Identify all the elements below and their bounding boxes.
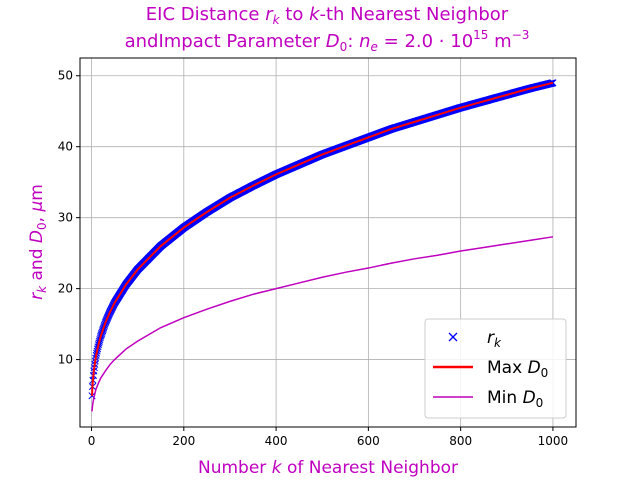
x-tick-label: 600 [357, 434, 380, 448]
x-axis-label: Number k of Nearest Neighbor [198, 458, 458, 478]
x-axis-ticks: 0 200 400 600 800 1000 [88, 427, 568, 448]
legend-entry-rk: rk [448, 328, 502, 350]
y-tick-label: 50 [58, 69, 73, 83]
legend-marker-x [448, 332, 458, 342]
series-layer [88, 79, 557, 412]
y-axis-label: rk and D0, μm [27, 184, 49, 300]
x-tick-label: 800 [449, 434, 472, 448]
legend-entry-min-d0: Min D0 [433, 388, 543, 410]
legend-box [424, 318, 567, 419]
legend-label: rk [487, 328, 502, 350]
series-max-d0-line [91, 81, 554, 396]
series-min-d0-line [91, 236, 554, 412]
x-tick-label: 0 [88, 434, 96, 448]
y-tick-label: 30 [58, 211, 73, 225]
y-tick-label: 10 [58, 353, 73, 367]
legend-entry-max-d0: Max D0 [433, 358, 548, 380]
chart-title-line2: andImpact Parameter D0: ne = 2.0 · 1015 … [125, 28, 530, 54]
rk-point [549, 79, 557, 87]
legend: rk Max D0 Min D0 [424, 318, 567, 419]
legend-label: Max D0 [487, 358, 548, 380]
y-gridlines [80, 75, 576, 360]
plot-frame [79, 57, 577, 428]
chart-title-line1: EIC Distance rk to k-th Nearest Neighbor [146, 4, 509, 27]
y-tick-label: 40 [58, 140, 73, 154]
y-tick-label: 20 [58, 282, 73, 296]
legend-label: Min D0 [487, 388, 543, 410]
x-tick-label: 1000 [538, 434, 569, 448]
x-tick-label: 400 [265, 434, 288, 448]
plot-area [79, 57, 577, 428]
x-tick-label: 200 [172, 434, 195, 448]
y-axis-ticks: 10 20 30 40 50 [58, 69, 80, 367]
